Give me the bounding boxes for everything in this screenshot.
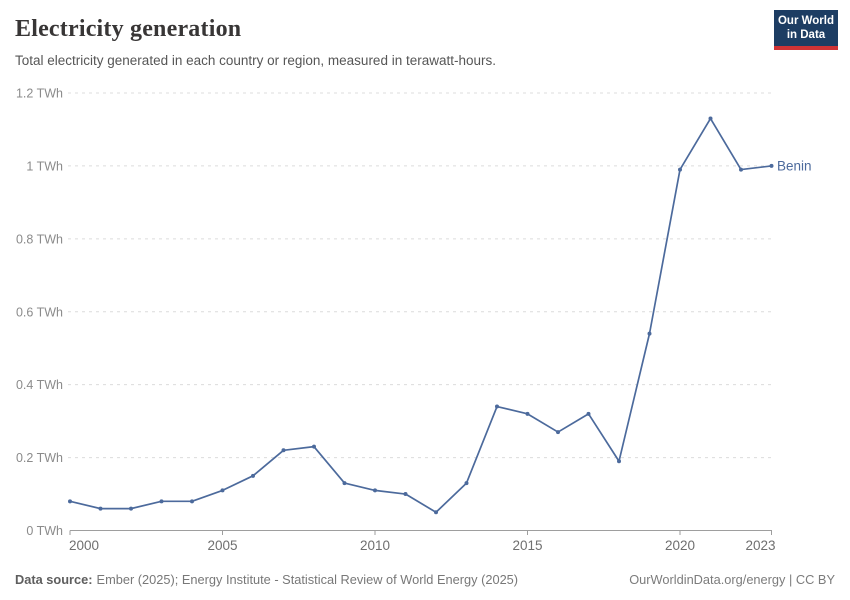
x-axis-tick-label: 2000 [69,538,99,553]
footer-link[interactable]: OurWorldinData.org/energy | CC BY [629,572,835,587]
data-point[interactable] [190,499,194,504]
data-point[interactable] [617,459,621,464]
data-point[interactable] [281,448,286,453]
x-axis-tick-label: 2023 [745,538,775,553]
y-axis-tick-label: 0.2 TWh [16,451,63,465]
data-source-text: Ember (2025); Energy Institute - Statist… [96,572,519,587]
chart-subtitle: Total electricity generated in each coun… [15,53,496,68]
data-point[interactable] [68,499,72,504]
data-source-label: Data source: [15,572,93,587]
owid-logo[interactable]: Our World in Data [774,10,838,50]
y-axis-tick-label: 0.4 TWh [16,378,63,392]
data-point[interactable] [98,506,103,511]
data-point[interactable] [434,510,438,515]
data-point[interactable] [373,488,377,493]
x-axis-tick-label: 2010 [360,538,390,553]
y-axis-tick-label: 0.6 TWh [16,305,63,319]
page-title: Electricity generation [15,16,242,42]
owid-logo-line2: in Data [786,29,826,41]
data-point[interactable] [525,411,530,416]
data-source-note: Data source: Ember (2025); Energy Institu… [15,572,518,587]
data-point[interactable] [556,430,560,435]
x-axis-tick-label: 2005 [207,538,237,553]
data-point[interactable] [647,331,652,336]
x-axis-tick-label: 2020 [665,538,695,553]
owid-logo-line1: Our World [777,14,834,27]
data-point[interactable] [464,481,469,486]
y-axis-tick-label: 0 TWh [26,524,63,538]
y-axis-tick-label: 1.2 TWh [16,87,63,101]
data-point[interactable] [342,481,347,486]
line-series-benin[interactable] [69,117,773,514]
data-point[interactable] [495,404,499,409]
chart-footer: Data source: Ember (2025); Energy Institu… [15,572,835,587]
data-point[interactable] [769,163,774,168]
data-point[interactable] [678,167,682,172]
data-point[interactable] [586,411,591,416]
data-point[interactable] [251,473,255,478]
data-point[interactable] [708,116,713,121]
series-label-benin[interactable]: Benin [777,158,812,173]
y-axis-tick-label: 1 TWh [26,159,63,173]
y-axis-tick-label: 0.8 TWh [16,232,63,246]
data-point[interactable] [129,506,133,511]
data-point[interactable] [739,167,743,172]
data-point[interactable] [220,488,225,493]
data-point[interactable] [312,444,316,449]
data-point[interactable] [403,492,408,497]
x-axis-tick-label: 2015 [512,538,542,553]
data-point[interactable] [159,499,164,504]
